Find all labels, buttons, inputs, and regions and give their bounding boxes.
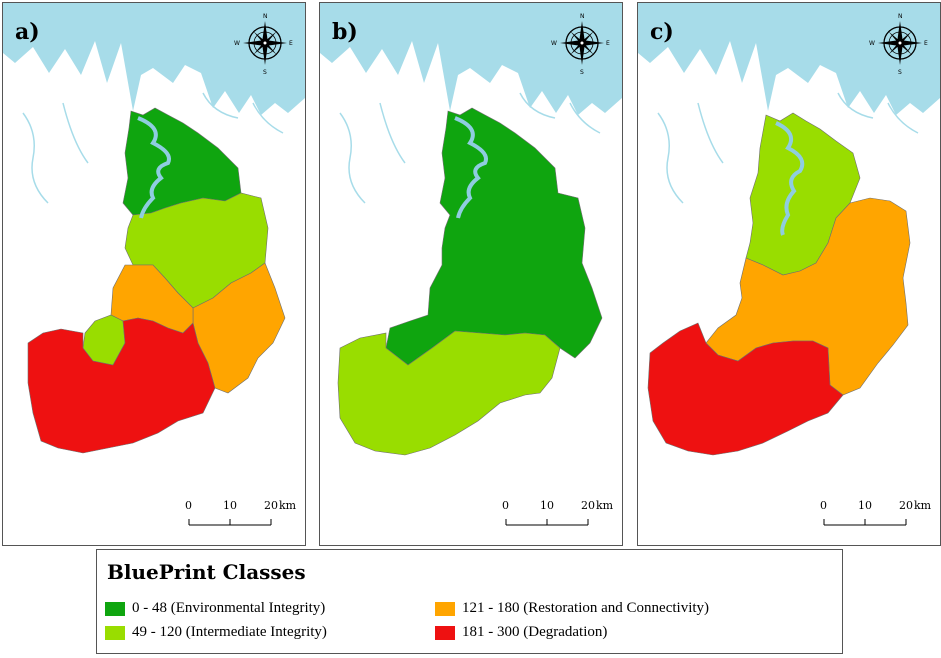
panel-label: a)	[15, 19, 40, 45]
sea	[320, 3, 622, 115]
scale-unit: km	[279, 499, 297, 512]
map-panel-b: b) N S E W 0 10 20 km	[319, 2, 623, 546]
compass-w: W	[551, 40, 557, 47]
compass-e: E	[289, 40, 293, 47]
main-river	[775, 121, 805, 236]
legend-label: 49 - 120 (Intermediate Integrity)	[132, 624, 327, 640]
legend-label: 121 - 180 (Restoration and Connectivity)	[462, 600, 710, 616]
compass-s: S	[263, 69, 267, 76]
legend-label: 181 - 300 (Degradation)	[462, 624, 608, 640]
sea	[638, 3, 940, 115]
scale-10: 10	[223, 499, 237, 512]
scale-bar: 0 10 20 km	[502, 499, 614, 526]
panel-label: c)	[650, 19, 674, 45]
compass-n: N	[580, 13, 585, 20]
compass-w: W	[234, 40, 240, 47]
scale-20: 20	[264, 499, 278, 512]
legend-swatch	[105, 625, 125, 640]
main-river	[454, 116, 488, 219]
compass-s: S	[898, 69, 902, 76]
region-south	[647, 322, 844, 456]
scale-bar: 0 10 20 km	[185, 499, 297, 526]
compass-rose: N S E W	[234, 13, 293, 76]
legend-label: 0 - 48 (Environmental Integrity)	[132, 600, 326, 616]
legend-swatch	[435, 625, 455, 640]
coast-river	[339, 92, 601, 204]
scale-0: 0	[185, 499, 192, 512]
region-north	[122, 107, 242, 216]
basin-subregions	[647, 112, 911, 456]
legend-swatch	[435, 601, 455, 616]
legend-item-degradation: 181 - 300 (Degradation)	[435, 624, 607, 641]
legend-swatch	[105, 601, 125, 616]
compass-rose: N S E W	[551, 13, 610, 76]
compass-e: E	[924, 40, 928, 47]
compass-n: N	[263, 13, 268, 20]
coast-river	[657, 92, 919, 204]
legend-item-intermediate-integrity: 49 - 120 (Intermediate Integrity)	[105, 624, 327, 641]
compass-s: S	[580, 69, 584, 76]
coast-river	[22, 92, 284, 204]
compass-n: N	[898, 13, 903, 20]
legend-item-environmental-integrity: 0 - 48 (Environmental Integrity)	[105, 600, 325, 617]
compass-e: E	[606, 40, 610, 47]
map-legend: BluePrint Classes 0 - 48 (Environmental …	[96, 549, 843, 654]
region-lower	[337, 330, 561, 456]
scale-20: 20	[581, 499, 595, 512]
scale-0: 0	[502, 499, 509, 512]
compass-w: W	[869, 40, 875, 47]
legend-item-restoration-connectivity: 121 - 180 (Restoration and Connectivity)	[435, 600, 709, 617]
map-b-svg: b) N S E W 0 10 20 km	[320, 3, 622, 526]
panel-label: b)	[332, 19, 358, 45]
scale-10: 10	[540, 499, 554, 512]
basin-subregions	[337, 107, 603, 456]
sea	[3, 3, 305, 115]
region-south	[27, 317, 216, 454]
compass-rose: N S E W	[869, 13, 928, 76]
scale-bar: 0 10 20 km	[820, 499, 932, 526]
map-panel-a: a) N S E W 0 10 20 km	[2, 2, 306, 546]
map-c-svg: c) N S E W 0 10 20 km	[638, 3, 940, 526]
legend-title: BluePrint Classes	[107, 560, 306, 584]
scale-0: 0	[820, 499, 827, 512]
basin-subregions	[27, 107, 286, 454]
map-panel-c: c) N S E W 0 10 20 km	[637, 2, 941, 546]
scale-unit: km	[914, 499, 932, 512]
scale-10: 10	[858, 499, 872, 512]
scale-20: 20	[899, 499, 913, 512]
main-river	[137, 116, 171, 219]
map-a-svg: a) N S E W 0 10 20 km	[3, 3, 305, 526]
scale-unit: km	[596, 499, 614, 512]
region-upper	[385, 107, 603, 366]
